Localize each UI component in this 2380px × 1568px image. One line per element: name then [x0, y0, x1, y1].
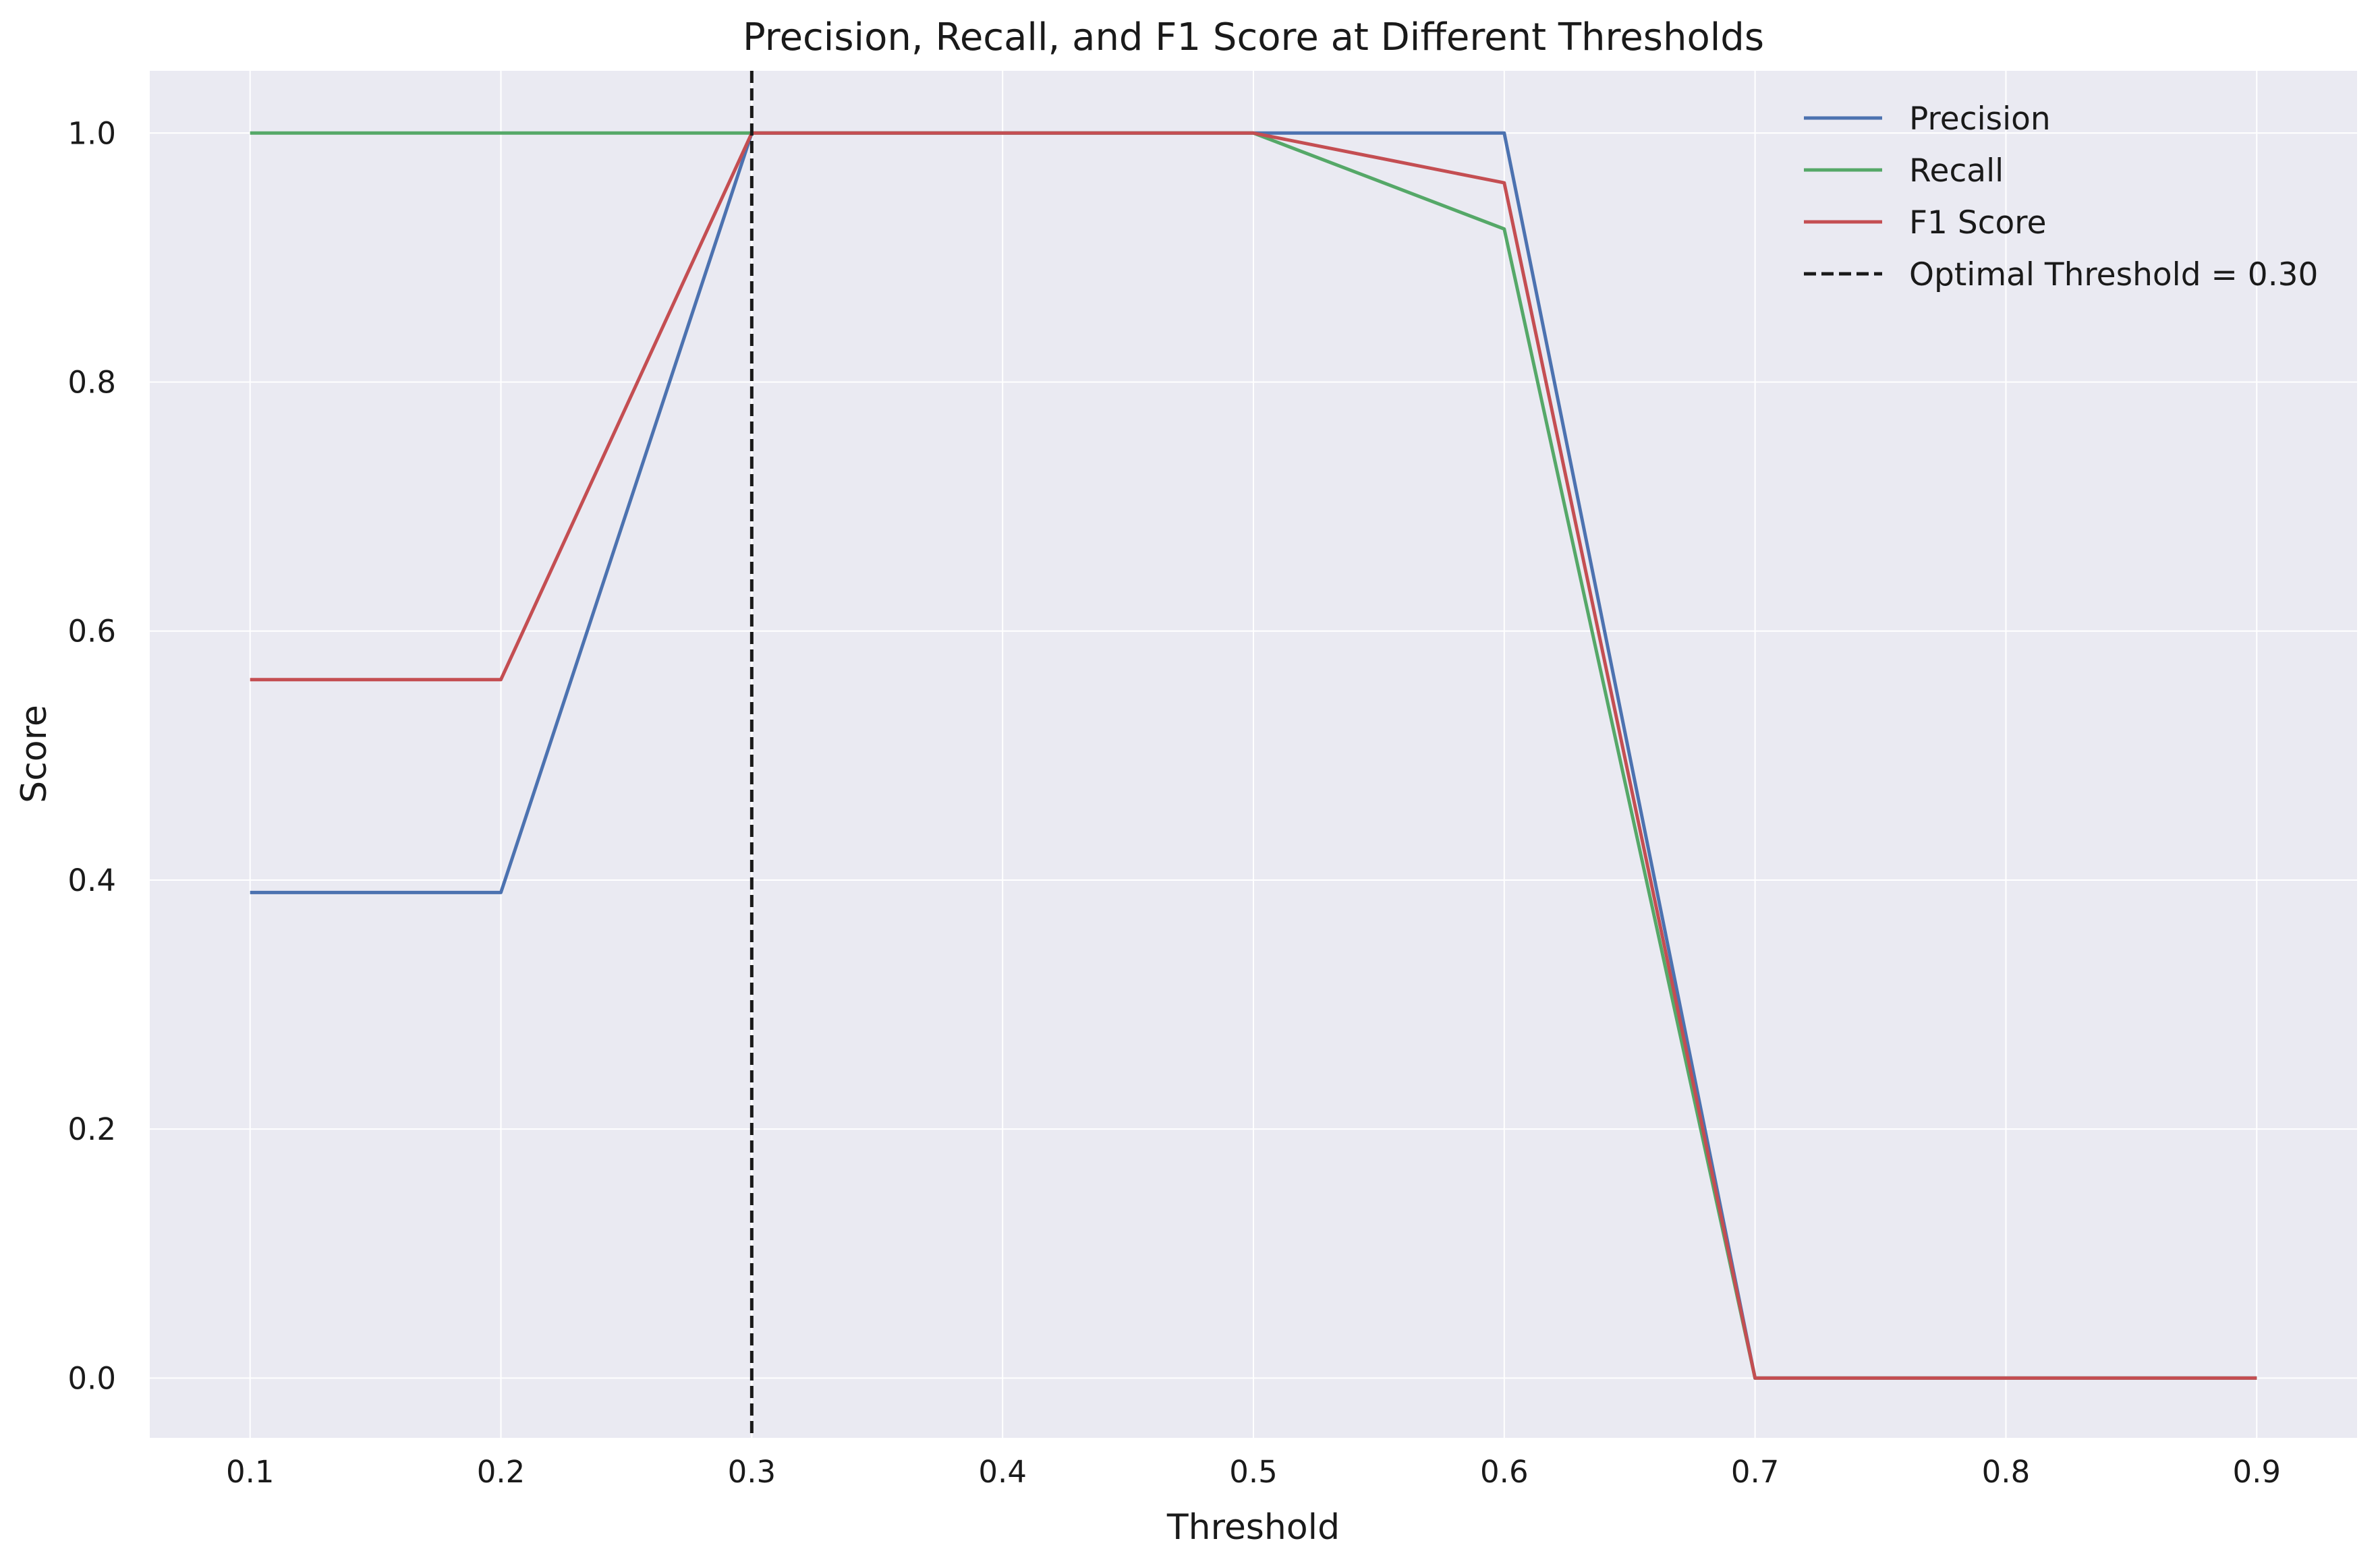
- legend: Precision Recall F1 Score Optimal Threshold…: [1804, 100, 2318, 293]
- x-tick-label: 0.8: [1982, 1454, 2031, 1490]
- y-tick-labels: 0.0 0.2 0.4 0.6 0.8 1.0: [67, 115, 116, 1396]
- series-layer: [250, 71, 2257, 1438]
- legend-label: Recall: [1909, 152, 2004, 190]
- legend-label: Precision: [1909, 100, 2051, 138]
- x-tick-label: 0.2: [477, 1454, 526, 1490]
- legend-label: F1 Score: [1909, 204, 2047, 241]
- x-tick-label: 0.6: [1480, 1454, 1529, 1490]
- y-tick-label: 0.4: [67, 863, 116, 898]
- y-tick-label: 1.0: [67, 115, 116, 151]
- x-tick-label: 0.9: [2232, 1454, 2281, 1490]
- x-tick-labels: 0.1 0.2 0.3 0.4 0.5 0.6 0.7 0.8 0.9: [226, 1454, 2281, 1490]
- y-tick-label: 0.6: [67, 614, 116, 649]
- y-tick-label: 0.0: [67, 1360, 116, 1396]
- x-tick-label: 0.7: [1731, 1454, 1780, 1490]
- legend-label: Optimal Threshold = 0.30: [1909, 256, 2318, 293]
- x-tick-label: 0.3: [728, 1454, 776, 1490]
- x-axis-label: Threshold: [1166, 1507, 1340, 1548]
- y-tick-label: 0.8: [67, 365, 116, 401]
- y-axis-label: Score: [14, 705, 55, 803]
- x-tick-label: 0.4: [978, 1454, 1027, 1490]
- x-tick-label: 0.5: [1229, 1454, 1278, 1490]
- y-tick-label: 0.2: [67, 1111, 116, 1147]
- series-line-f1-score: [250, 131, 2257, 1380]
- chart-title: Precision, Recall, and F1 Score at Diffe…: [743, 16, 1764, 59]
- x-tick-label: 0.1: [226, 1454, 275, 1490]
